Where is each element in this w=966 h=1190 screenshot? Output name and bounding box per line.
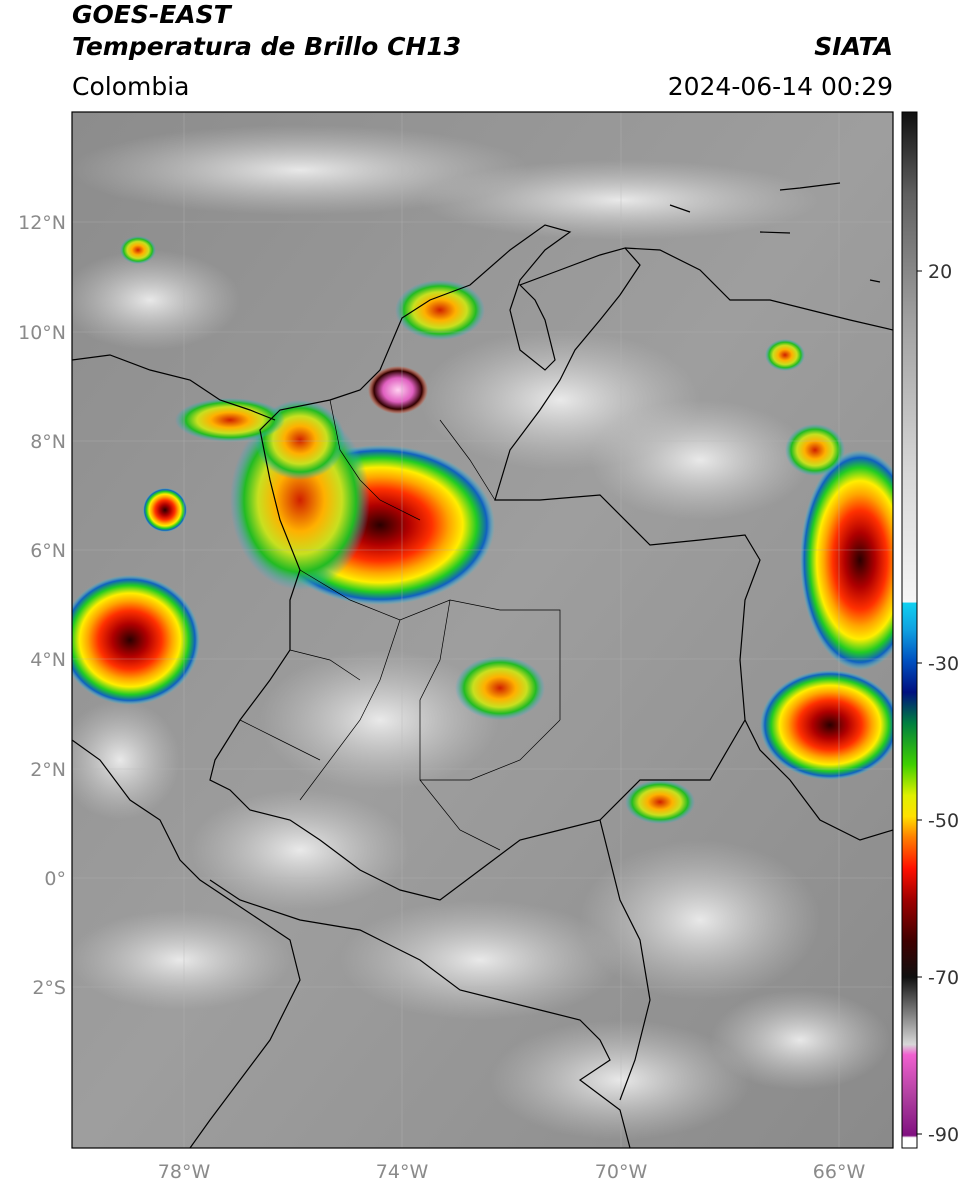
borders <box>72 182 893 1148</box>
colorbar-tick-label: -50 <box>928 810 959 832</box>
lat-labels: 12°N 10°N 8°N 6°N 4°N 2°N 0° 2°S <box>18 212 66 999</box>
lon-label: 74°W <box>376 1161 429 1183</box>
ecuador-peru-border <box>209 879 631 1148</box>
title-line-2: Temperatura de Brillo CH13 <box>72 32 462 61</box>
graticule <box>72 112 893 1148</box>
title-line-1: GOES-EAST <box>72 0 231 29</box>
internal-depts <box>239 399 561 851</box>
caribbean-islands <box>669 182 881 283</box>
map-canvas <box>72 112 893 1148</box>
lat-label: 10°N <box>18 322 66 344</box>
venezuela-coast <box>624 247 893 331</box>
colorbar-gradient <box>901 111 918 1149</box>
lon-label: 78°W <box>158 1161 211 1183</box>
pacific-coast <box>72 739 301 1148</box>
region-label: Colombia <box>72 72 190 101</box>
colombia-border <box>209 224 761 901</box>
colorbar: 20 -30 -50 -70 -90 <box>901 111 959 1149</box>
cloud-field <box>72 125 890 1140</box>
colorbar-tick-label: -30 <box>928 653 959 675</box>
lon-label: 70°W <box>595 1161 648 1183</box>
colorbar-tick-label: -70 <box>928 967 959 989</box>
map-frame <box>71 111 894 1149</box>
lon-label: 66°W <box>813 1161 866 1183</box>
brazil-border <box>599 819 651 1101</box>
lat-label: 8°N <box>30 431 66 453</box>
colorbar-tick-label: 20 <box>928 261 952 283</box>
colorbar-tick-label: -90 <box>928 1124 959 1146</box>
lat-label: 4°N <box>30 649 66 671</box>
venezuela-brazil-border <box>744 719 893 841</box>
agency-label: SIATA <box>814 32 893 61</box>
lon-labels: 78°W 74°W 70°W 66°W <box>158 1161 866 1183</box>
convective-cells <box>72 236 893 824</box>
lat-label: 0° <box>44 868 66 890</box>
lat-label: 12°N <box>18 212 66 234</box>
lat-label: 2°N <box>30 759 66 781</box>
timestamp-label: 2024-06-14 00:29 <box>667 72 893 101</box>
lat-label: 6°N <box>30 540 66 562</box>
panama-coast <box>72 354 276 421</box>
lat-label: 2°S <box>32 977 66 999</box>
